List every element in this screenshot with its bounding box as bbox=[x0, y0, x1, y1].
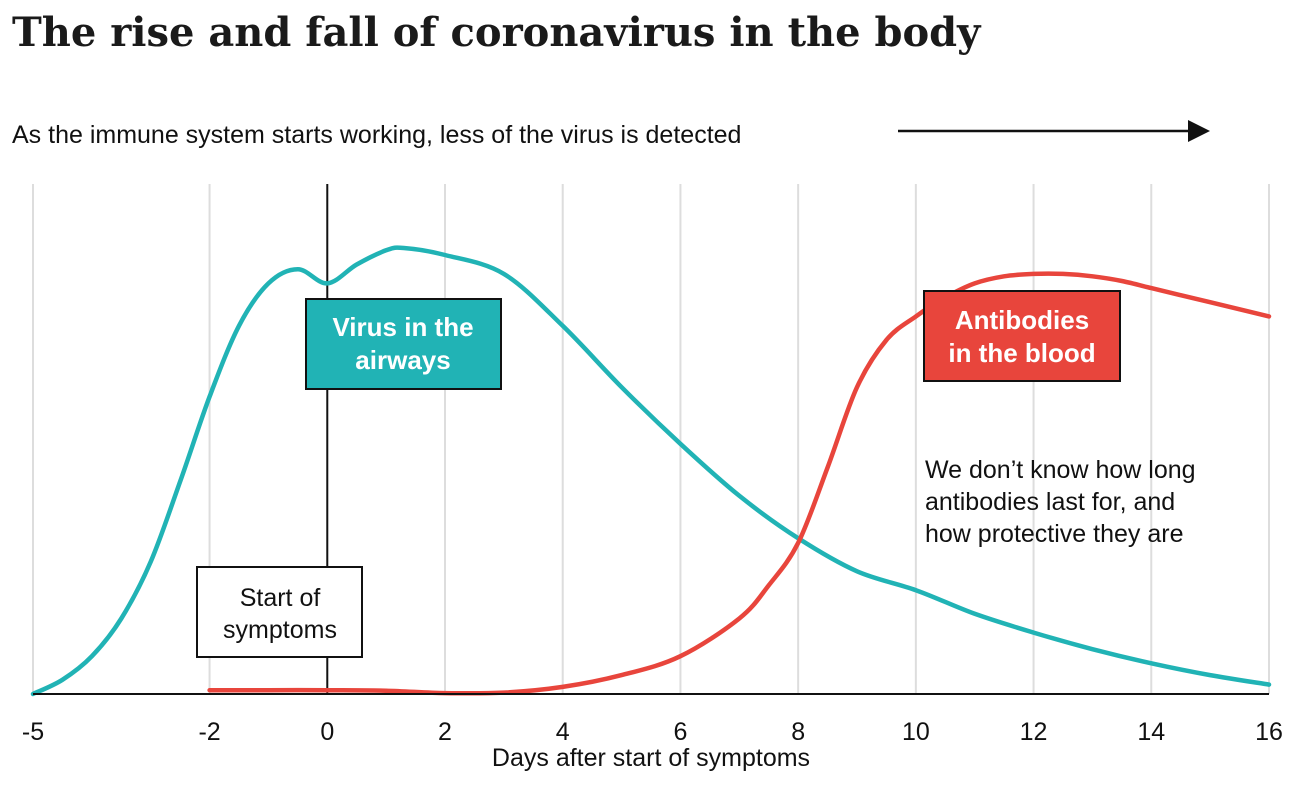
x-axis-title: Days after start of symptoms bbox=[492, 744, 810, 772]
symptoms-label-line-1: Start of bbox=[240, 584, 321, 612]
virus-label-box bbox=[305, 298, 502, 390]
x-tick-labels: -5 -2 0 2 4 6 8 10 12 14 16 bbox=[22, 718, 1283, 746]
virus-series-line bbox=[30, 245, 1272, 697]
right-arrow-icon bbox=[898, 120, 1210, 142]
note-line-1: We don’t know how long bbox=[925, 456, 1196, 484]
chart-title: The rise and fall of coronavirus in the … bbox=[12, 9, 982, 56]
note-line-3: how protective they are bbox=[925, 520, 1183, 548]
x-tick-label: 4 bbox=[556, 718, 570, 746]
grid-lines bbox=[32, 184, 1270, 694]
antibody-label: Antibodies in the blood bbox=[923, 290, 1121, 382]
virus-label-line-2: airways bbox=[355, 345, 450, 375]
antibody-label-line-1: Antibodies bbox=[955, 305, 1089, 335]
antibody-note: We don’t know how long antibodies last f… bbox=[925, 456, 1196, 548]
antibody-label-box bbox=[923, 290, 1121, 382]
virus-label: Virus in the airways bbox=[305, 298, 502, 390]
x-tick-label: 14 bbox=[1137, 718, 1165, 746]
virus-label-line-1: Virus in the bbox=[332, 312, 473, 342]
chart-subtitle: As the immune system starts working, les… bbox=[12, 121, 741, 149]
antibody-label-line-2: in the blood bbox=[948, 338, 1095, 368]
x-tick-label: 16 bbox=[1255, 718, 1283, 746]
x-tick-label: 6 bbox=[673, 718, 687, 746]
x-tick-label: 0 bbox=[320, 718, 334, 746]
x-tick-label: 10 bbox=[902, 718, 930, 746]
x-tick-label: 12 bbox=[1020, 718, 1048, 746]
x-tick-label: -5 bbox=[22, 718, 44, 746]
symptoms-label-box bbox=[196, 566, 363, 658]
x-tick-label: -2 bbox=[198, 718, 220, 746]
symptoms-label: Start of symptoms bbox=[196, 566, 363, 658]
symptoms-label-line-2: symptoms bbox=[223, 616, 337, 644]
x-tick-label: 2 bbox=[438, 718, 452, 746]
note-line-2: antibodies last for, and bbox=[925, 488, 1175, 516]
x-tick-label: 8 bbox=[791, 718, 805, 746]
